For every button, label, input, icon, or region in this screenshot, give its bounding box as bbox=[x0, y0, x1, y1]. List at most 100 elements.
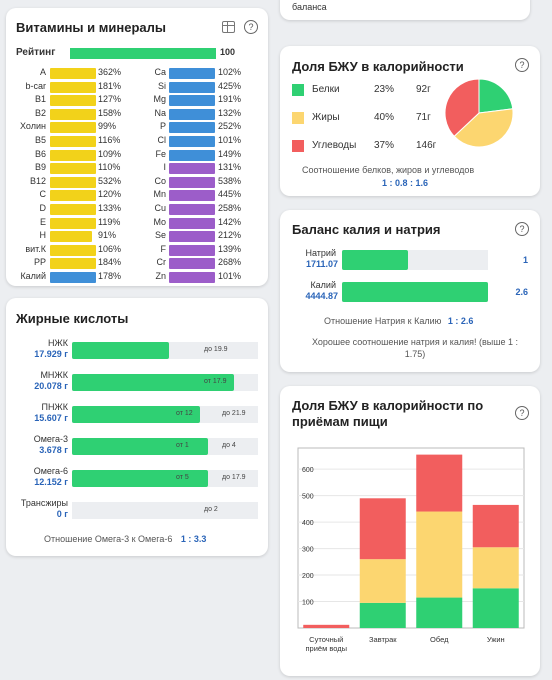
fatty-acid-value: 15.607 г bbox=[34, 413, 68, 423]
kna-track bbox=[342, 282, 488, 302]
nutrient-bar bbox=[50, 68, 96, 79]
rating-label: Рейтинг bbox=[16, 47, 56, 58]
nutrient-name: Mn bbox=[153, 189, 166, 200]
nutrient-bar bbox=[169, 231, 215, 243]
nutrient-percent: 252% bbox=[218, 121, 242, 132]
nutrient-name: Fe bbox=[155, 148, 166, 159]
kna-value: 1711.07 bbox=[305, 259, 338, 269]
help-icon[interactable]: ? bbox=[515, 222, 529, 236]
kna-ratio-value: 1 : 2.6 bbox=[447, 316, 474, 326]
bju-name: Углеводы bbox=[312, 140, 357, 151]
x-tick-label: приём воды bbox=[305, 644, 347, 653]
nutrient-name: B1 bbox=[34, 94, 46, 105]
legend-swatch bbox=[292, 112, 304, 124]
nutrient-bar bbox=[169, 95, 215, 107]
bar-segment bbox=[416, 511, 463, 598]
help-icon[interactable]: ? bbox=[515, 406, 529, 420]
nutrient-name: I bbox=[163, 162, 166, 173]
nutrient-bar bbox=[169, 108, 215, 120]
nutrient-percent: 110% bbox=[98, 162, 121, 173]
nutrient-percent: 119% bbox=[98, 216, 121, 227]
vitamins-minerals-card: Витамины и минералы ? Рейтинг 100 A 362% b… bbox=[6, 8, 268, 286]
nutrient-name: A bbox=[39, 67, 46, 77]
nutrient-percent: 149% bbox=[218, 148, 242, 159]
nutrient-bar bbox=[50, 149, 96, 161]
nutrient-name: Mo bbox=[153, 216, 166, 227]
bar-segment bbox=[416, 597, 463, 628]
rating-value: 100 bbox=[220, 47, 236, 57]
y-tick-label: 200 bbox=[302, 573, 314, 580]
nutrient-bar bbox=[169, 204, 215, 215]
nutrient-bar bbox=[50, 81, 96, 93]
nutrient-bar bbox=[169, 149, 215, 161]
nutrient-name: B9 bbox=[34, 162, 46, 173]
fatty-acid-track bbox=[72, 374, 258, 391]
norm-marker: до 17.9 bbox=[222, 474, 246, 481]
fatty-acid-value: 20.078 г bbox=[34, 381, 68, 391]
nutrient-name: Cr bbox=[156, 257, 167, 268]
fatty-acid-value: 17.929 г bbox=[34, 349, 68, 359]
nutrient-bar bbox=[50, 108, 96, 120]
pie-slice bbox=[453, 108, 514, 148]
nutrient-percent: 268% bbox=[218, 257, 242, 268]
nutrient-bar bbox=[50, 204, 96, 215]
fatty-acid-track bbox=[72, 502, 258, 519]
fatty-acid-bar bbox=[72, 470, 208, 487]
nutrient-percent: 132% bbox=[218, 107, 242, 118]
kna-track bbox=[342, 250, 488, 270]
nutrient-bar bbox=[169, 272, 215, 283]
nutrient-percent: 532% bbox=[98, 175, 122, 186]
plot-frame bbox=[297, 447, 525, 629]
nutrient-percent: 101% bbox=[218, 135, 242, 145]
nutrient-percent: 127% bbox=[98, 94, 122, 105]
x-tick-label: Ужин bbox=[487, 635, 505, 644]
nutrient-percent: 362% bbox=[98, 67, 122, 77]
kna-ratio: Отношение Натрия к Калию 1 : 2.6 bbox=[324, 316, 473, 326]
bju-percent: 23% bbox=[374, 84, 395, 95]
nutrient-percent: 181% bbox=[98, 80, 122, 91]
nutrient-name: PP bbox=[33, 257, 46, 268]
kna-ratio-number: 2.6 bbox=[515, 287, 528, 297]
x-tick-label: Завтрак bbox=[369, 635, 397, 644]
nutrient-bar bbox=[50, 163, 96, 175]
potassium-sodium-card: Баланс калия и натрия ? Натрий 1711.07 1 Ка… bbox=[280, 210, 540, 372]
bar-segment bbox=[472, 547, 519, 589]
bju-ratio-value: 1 : 0.8 : 1.6 bbox=[382, 178, 429, 188]
nutrient-percent: 139% bbox=[218, 243, 242, 254]
nutrient-bar bbox=[50, 122, 96, 134]
fatty-acid-bar bbox=[72, 406, 201, 423]
fatty-acids-title: Жирные кислоты bbox=[16, 311, 129, 326]
bar-segment bbox=[303, 624, 350, 628]
nutrient-name: B2 bbox=[34, 107, 46, 118]
omega-ratio-value: 1 : 3.3 bbox=[180, 534, 207, 544]
nutrient-bar bbox=[50, 231, 92, 243]
norm-marker: до 4 bbox=[222, 442, 236, 449]
fatty-acid-track bbox=[72, 406, 258, 423]
nutrient-name: H bbox=[39, 230, 47, 241]
help-icon[interactable]: ? bbox=[244, 20, 258, 34]
nutrient-name: B6 bbox=[34, 148, 46, 159]
bar-segment bbox=[472, 504, 519, 548]
norm-marker: до 21.9 bbox=[222, 410, 246, 417]
bju-name: Белки bbox=[312, 84, 340, 95]
y-tick-label: 100 bbox=[302, 600, 314, 607]
kna-name: Натрий bbox=[305, 248, 337, 258]
fatty-acid-name: Омега-3 bbox=[33, 434, 68, 444]
nutrient-name: Cl bbox=[157, 135, 167, 145]
bju-ratio-label: Соотношение белков, жиров и углеводов bbox=[302, 165, 475, 175]
nutrient-bar bbox=[169, 163, 215, 175]
nutrient-percent: 425% bbox=[218, 80, 242, 91]
help-icon[interactable]: ? bbox=[515, 58, 529, 72]
bju-percent: 40% bbox=[374, 112, 395, 123]
fatty-acids-card: Жирные кислоты НЖК 17.929 г до 19.9 МНЖК 20.… bbox=[6, 298, 268, 556]
nutrient-percent: 91% bbox=[98, 230, 117, 241]
nutrient-percent: 258% bbox=[218, 203, 242, 213]
y-tick-label: 300 bbox=[302, 547, 314, 554]
fatty-acid-name: МНЖК bbox=[40, 370, 68, 380]
nutrient-percent: 184% bbox=[98, 257, 122, 268]
nutrient-name: F bbox=[160, 243, 167, 254]
norm-marker: от 5 bbox=[176, 474, 189, 481]
table-icon[interactable] bbox=[222, 21, 235, 33]
nutrient-name: E bbox=[39, 216, 46, 227]
